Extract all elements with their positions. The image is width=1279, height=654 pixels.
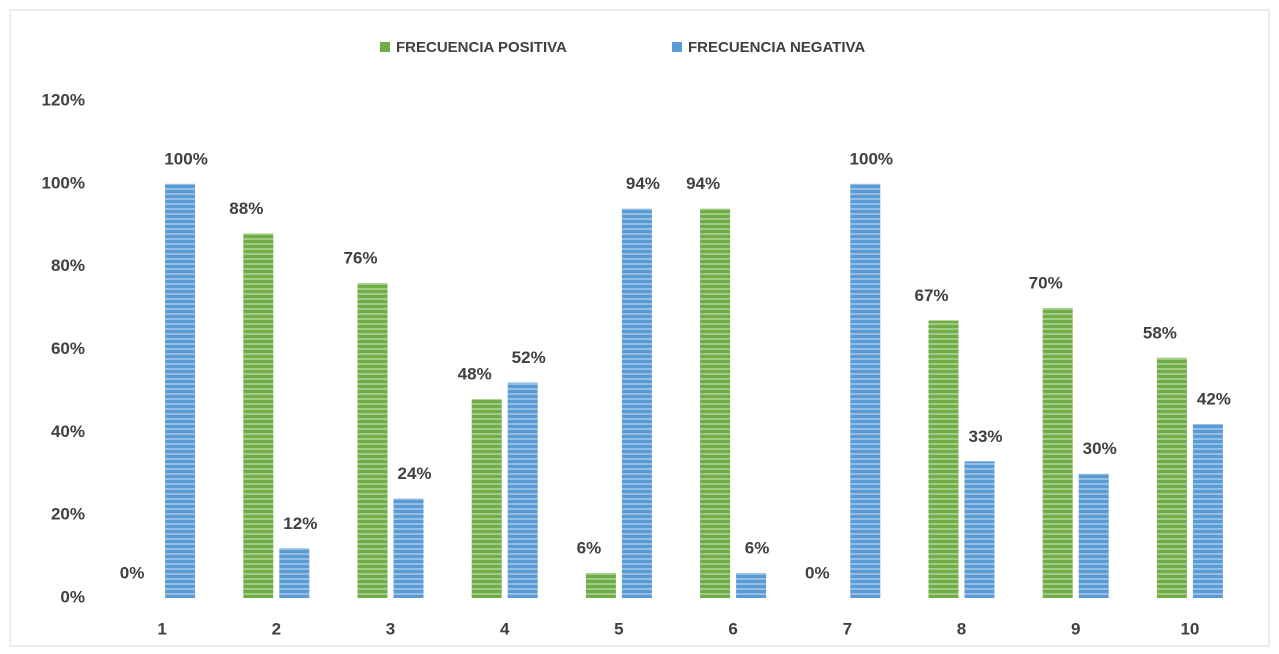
data-label: 67%: [914, 286, 948, 305]
y-tick-label: 100%: [42, 173, 85, 192]
data-label: 76%: [343, 249, 377, 268]
legend-label: FRECUENCIA NEGATIVA: [688, 39, 865, 56]
data-label: 12%: [283, 514, 317, 533]
data-label: 88%: [229, 199, 263, 218]
legend-swatch: [380, 42, 390, 52]
bar-texture: [243, 233, 274, 599]
data-label: 30%: [1083, 439, 1117, 458]
data-label: 48%: [458, 365, 492, 384]
data-label: 6%: [745, 539, 770, 558]
x-tick-label: 9: [1071, 619, 1080, 638]
data-label: 94%: [626, 174, 660, 193]
x-tick-label: 3: [386, 619, 395, 638]
bar-texture: [1192, 424, 1223, 598]
legend-swatch: [672, 42, 682, 52]
data-label: 42%: [1197, 390, 1231, 409]
y-tick-label: 40%: [51, 422, 85, 441]
x-tick-label: 6: [728, 619, 737, 638]
x-tick-label: 8: [957, 619, 966, 638]
x-tick-label: 7: [843, 619, 852, 638]
y-tick-label: 0%: [60, 587, 85, 606]
data-label: 0%: [805, 563, 830, 582]
bar-texture: [165, 183, 196, 599]
data-label: 52%: [512, 348, 546, 367]
bar-texture: [1156, 357, 1187, 598]
bar-texture: [964, 461, 995, 598]
data-label: 24%: [397, 464, 431, 483]
bar-texture: [928, 320, 959, 598]
bar-texture: [1042, 308, 1073, 598]
data-label: 94%: [686, 174, 720, 193]
y-tick-label: 20%: [51, 505, 85, 524]
bar-texture: [736, 573, 767, 598]
bar-texture: [507, 382, 538, 598]
data-label: 100%: [850, 149, 893, 168]
x-tick-label: 10: [1180, 619, 1199, 638]
x-tick-label: 2: [272, 619, 281, 638]
bar-texture: [279, 548, 310, 598]
bar-texture: [700, 208, 731, 598]
bar-texture: [585, 573, 616, 598]
bar-texture: [850, 183, 881, 599]
bar-texture: [1078, 473, 1109, 598]
data-label: 33%: [968, 427, 1002, 446]
x-tick-label: 1: [157, 619, 166, 638]
bar-texture: [393, 498, 424, 598]
data-label: 70%: [1029, 274, 1063, 293]
data-label: 100%: [164, 149, 207, 168]
y-tick-label: 120%: [42, 90, 85, 109]
bar-texture: [357, 283, 388, 598]
data-label: 0%: [120, 563, 145, 582]
y-tick-label: 80%: [51, 256, 85, 275]
data-label: 58%: [1143, 323, 1177, 342]
x-tick-label: 5: [614, 619, 623, 638]
bar-texture: [621, 208, 652, 598]
y-tick-label: 60%: [51, 339, 85, 358]
bar-texture: [471, 399, 502, 598]
x-tick-label: 4: [500, 619, 510, 638]
data-label: 6%: [577, 539, 602, 558]
legend-label: FRECUENCIA POSITIVA: [396, 39, 567, 56]
chart-border: [9, 9, 1270, 647]
